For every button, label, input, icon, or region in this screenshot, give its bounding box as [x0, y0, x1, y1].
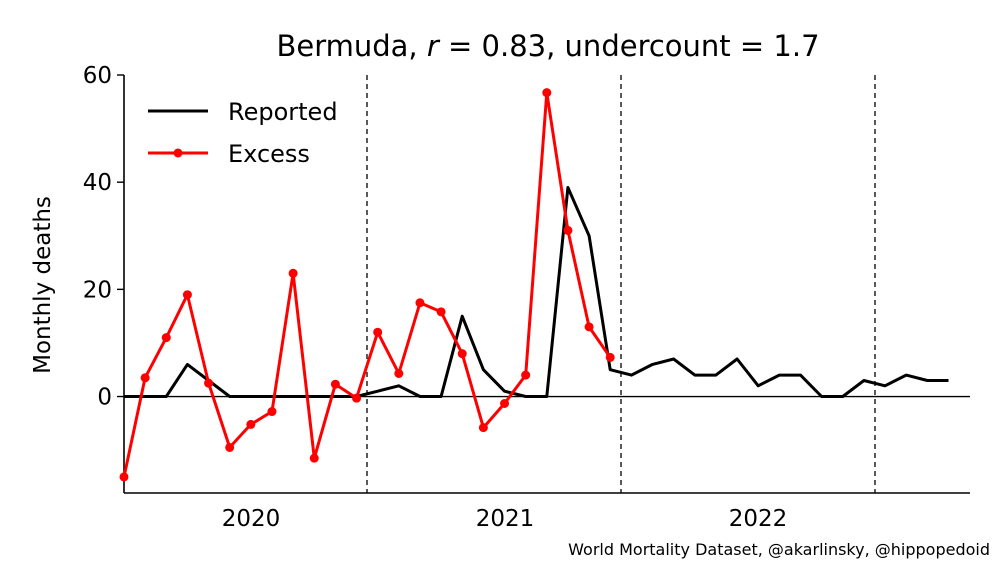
excess-point: [373, 327, 383, 337]
chart-title: Bermuda, r = 0.83, undercount = 1.7: [276, 29, 819, 63]
y-tick-label: 40: [83, 170, 112, 196]
excess-point: [563, 225, 573, 235]
excess-point: [436, 307, 446, 317]
excess-point: [309, 453, 319, 463]
x-tick-label: 2020: [222, 506, 281, 532]
excess-point: [140, 373, 150, 383]
title-r-symbol: r: [427, 29, 441, 63]
axes: 0 20 40 60 2020 2021 2022: [83, 63, 970, 532]
excess-point: [119, 472, 129, 482]
series-excess: [119, 88, 615, 482]
series-reported: [124, 186, 949, 398]
excess-point: [584, 322, 594, 332]
legend-reported-label: Reported: [228, 98, 338, 126]
excess-point: [500, 399, 510, 409]
excess-point: [330, 379, 340, 389]
excess-line: [122, 91, 612, 478]
y-tick-label: 60: [83, 63, 112, 89]
x-tick-label: 2022: [729, 506, 788, 532]
legend-excess-label: Excess: [228, 140, 310, 168]
y-tick-label: 0: [97, 385, 112, 411]
excess-point: [288, 268, 298, 278]
excess-point: [394, 368, 404, 378]
source-note: World Mortality Dataset, @akarlinsky, @h…: [568, 540, 990, 559]
legend: Reported Excess: [148, 98, 338, 168]
excess-point: [352, 393, 362, 403]
y-axis-label: Monthly deaths: [30, 196, 56, 374]
excess-point: [204, 378, 214, 388]
excess-point: [457, 349, 467, 359]
y-tick-label: 20: [83, 277, 112, 303]
excess-point: [478, 423, 488, 433]
legend-excess-marker: [173, 148, 183, 158]
x-tick-label: 2021: [476, 506, 535, 532]
excess-point: [415, 298, 425, 308]
title-r-value: = 0.83, undercount = 1.7: [439, 29, 820, 63]
excess-point: [161, 333, 171, 343]
excess-point: [521, 370, 531, 380]
year-boundary-lines: [366, 75, 876, 493]
excess-point: [182, 290, 192, 300]
excess-point: [605, 352, 615, 362]
excess-point: [267, 407, 277, 417]
excess-point: [246, 419, 256, 429]
reported-line: [124, 186, 949, 398]
title-prefix: Bermuda,: [276, 29, 426, 63]
excess-point: [542, 88, 552, 98]
excess-point: [225, 442, 235, 452]
